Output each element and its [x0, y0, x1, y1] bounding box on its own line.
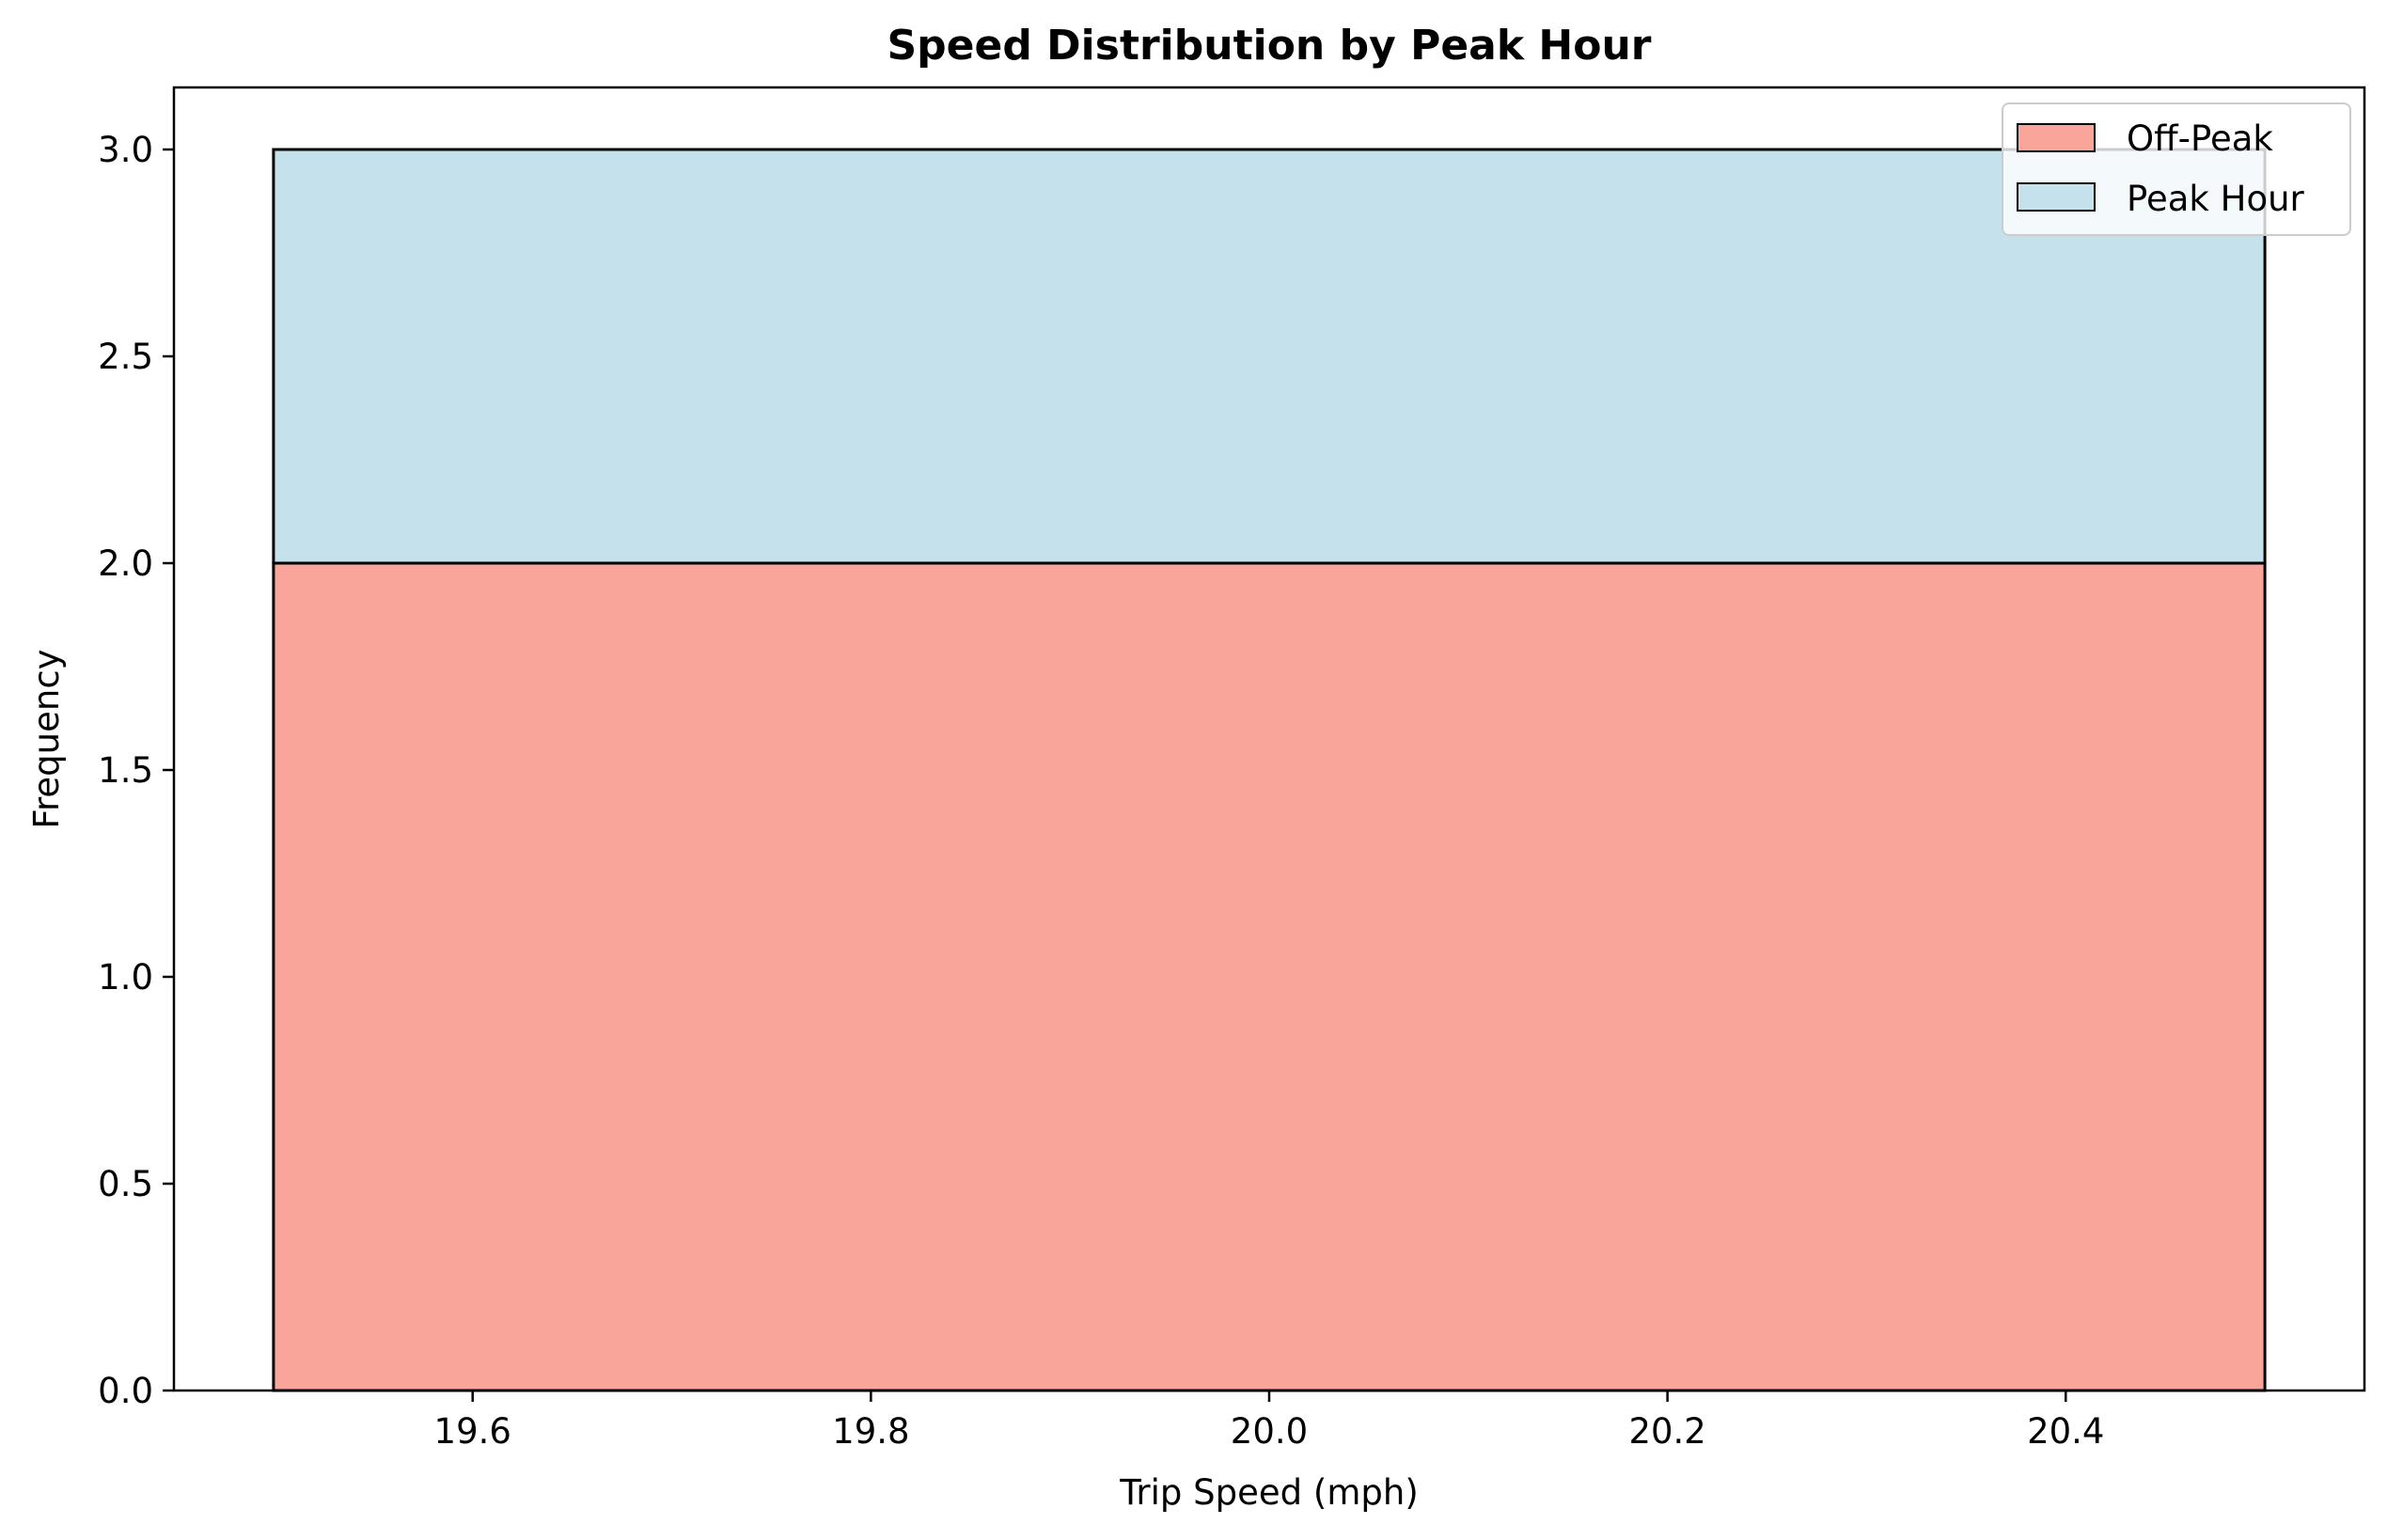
legend-swatch-off-peak [2017, 123, 2096, 152]
y-tick-label: 1.5 [98, 750, 153, 791]
x-tick-label: 20.0 [1231, 1411, 1308, 1452]
x-axis-ticks: 19.6 19.8 20.0 20.2 20.4 [434, 1391, 2104, 1452]
y-tick-label: 0.0 [98, 1371, 153, 1411]
plot-frame [172, 86, 2366, 1392]
y-axis-ticks: 0.0 0.5 1.0 1.5 2.0 2.5 3.0 [98, 130, 174, 1411]
chart-title: Speed Distribution by Peak Hour [887, 22, 1651, 70]
x-tick-label: 20.4 [2027, 1411, 2104, 1452]
bar-off-peak-bin-0 [272, 561, 2267, 1392]
y-tick-label: 3.0 [98, 130, 153, 170]
x-tick-label: 20.2 [1628, 1411, 1705, 1452]
y-tick-label: 2.0 [98, 543, 153, 584]
x-tick-label: 19.6 [434, 1411, 511, 1452]
bars [272, 148, 2267, 1392]
y-tick-label: 2.5 [98, 337, 153, 377]
bar-peak-hour-bin-0 [272, 148, 2267, 565]
x-tick-label: 19.8 [832, 1411, 909, 1452]
y-tick-label: 0.5 [98, 1164, 153, 1204]
legend-swatch-peak-hour [2017, 182, 2096, 212]
y-axis-label: Frequency [26, 649, 67, 828]
legend-label-peak-hour: Peak Hour [2127, 179, 2305, 219]
y-tick-label: 1.0 [98, 957, 153, 998]
legend: Off-Peak Peak Hour [2002, 102, 2351, 236]
x-axis-label: Trip Speed (mph) [1119, 1472, 1419, 1513]
legend-label-off-peak: Off-Peak [2127, 118, 2273, 159]
